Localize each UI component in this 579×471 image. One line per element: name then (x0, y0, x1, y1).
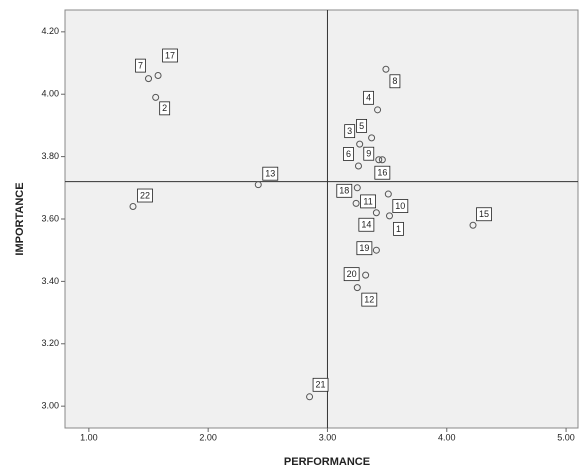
point-label: 5 (359, 121, 364, 131)
point-label: 14 (361, 220, 371, 230)
point-label: 20 (347, 269, 357, 279)
y-tick-label: 3.00 (41, 401, 59, 411)
point-label: 16 (377, 168, 387, 178)
y-tick-label: 4.20 (41, 26, 59, 36)
y-tick-label: 3.80 (41, 151, 59, 161)
y-tick-label: 4.00 (41, 89, 59, 99)
point-label: 17 (165, 50, 175, 60)
x-tick-label: 5.00 (557, 432, 575, 442)
point-label: 15 (479, 209, 489, 219)
y-tick-label: 3.20 (41, 338, 59, 348)
point-label: 21 (316, 380, 326, 390)
point-label: 4 (366, 93, 371, 103)
point-label: 13 (265, 169, 275, 179)
point-label: 3 (347, 126, 352, 136)
point-label: 22 (140, 190, 150, 200)
point-label: 2 (162, 103, 167, 113)
y-tick-label: 3.40 (41, 276, 59, 286)
plot-area (65, 10, 578, 428)
point-label: 11 (363, 196, 372, 206)
point-label: 1 (396, 224, 401, 234)
x-tick-label: 4.00 (438, 432, 456, 442)
chart: IMPORTANCE PERFORMANCE 3.00 3.20 3.40 3.60 3… (0, 0, 579, 471)
point-label: 19 (359, 243, 369, 253)
point-label: 18 (339, 186, 349, 196)
y-tick-label: 3.60 (41, 213, 59, 223)
point-label: 10 (395, 201, 405, 211)
point-label: 7 (138, 61, 143, 71)
x-axis-title: PERFORMANCE (284, 456, 370, 468)
x-tick-label: 1.00 (80, 432, 98, 442)
y-axis-title: IMPORTANCE (14, 182, 26, 255)
point-label: 12 (364, 295, 374, 305)
point-label: 8 (392, 76, 397, 86)
x-tick-label: 3.00 (319, 432, 337, 442)
point-label: 6 (346, 149, 351, 159)
x-tick-label: 2.00 (199, 432, 217, 442)
point-label: 9 (366, 149, 371, 159)
